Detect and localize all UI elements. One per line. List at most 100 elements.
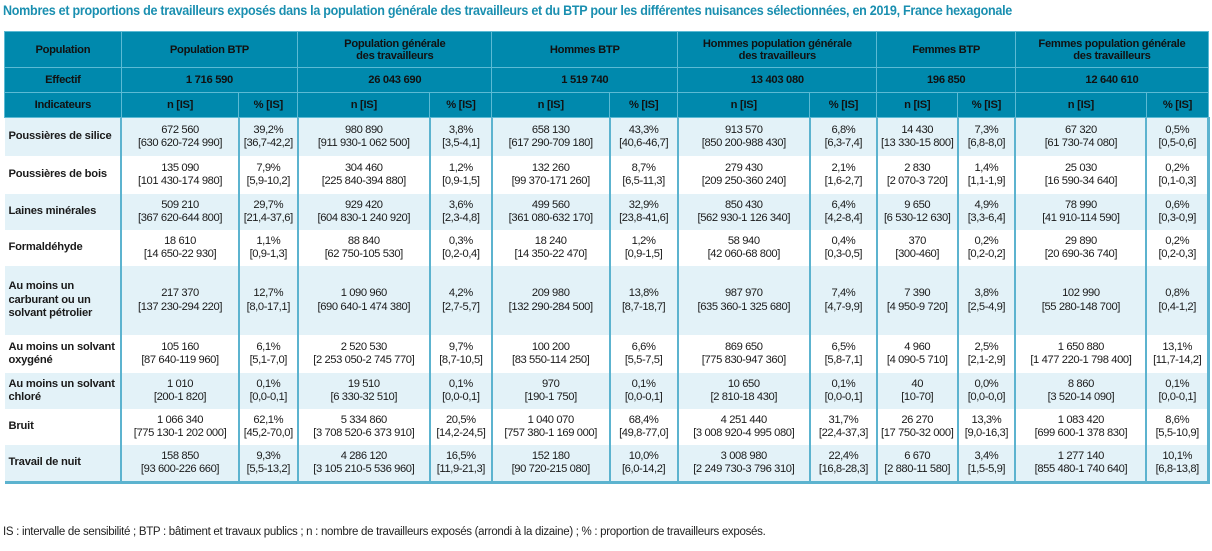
table-row: Au moins un carburant ou un solvant pétr… [4,266,1211,335]
cell-value: 509 210 [161,198,199,211]
table-row: Au moins un solvant oxygéné 105 160 [87 64… [4,335,1211,373]
cell-interval: [8,7-10,5] [439,354,483,366]
cell-value: 1 010 [167,377,194,390]
cell-value: 0,0% [974,377,999,390]
cell-interval: [6 530-12 630] [883,212,951,224]
cell-value: 13,8% [628,287,659,299]
cell-percent: 1,2% [0,9-1,5] [608,230,679,266]
cell-count: 6 670 [2 880-11 580] [875,445,959,484]
cell-percent: 6,6% [5,5-7,5] [608,335,679,373]
cell-interval: [2 253 050-2 745 770] [313,354,415,366]
cell-interval: [93 600-226 660] [140,463,220,475]
cell-value: 135 090 [161,161,199,174]
cell-value: 9,3% [256,449,281,462]
cell-value: 7,4% [831,287,856,299]
cell-percent: 10,1% [6,8-13,8] [1145,445,1211,484]
cell-interval: [690 640-1 474 380] [317,300,411,313]
col-pct: % [IS] [1145,92,1210,118]
cell-interval: [209 250-360 240] [701,175,786,187]
cell-value: 4,2% [448,287,473,299]
cell-interval: [42 060-68 800] [707,248,781,260]
cell-value: 4 960 [904,340,931,353]
cell-count: 9 650 [6 530-12 630] [875,194,959,230]
cell-count: 2 520 530 [2 253 050-2 745 770] [296,335,431,373]
cell-value: 40 [911,377,924,390]
cell-value: 14 430 [901,123,934,136]
cell-interval: [14 350-22 470] [514,248,588,260]
cell-percent: 0,0% [0,0-0,0] [956,373,1017,409]
cell-interval: [20 690-36 740] [1044,248,1118,260]
cell-value: 6,8% [831,123,856,136]
cell-value: 913 570 [724,123,763,136]
cell-interval: [0,2-0,4] [442,248,480,260]
cell-interval: [23,8-41,6] [619,212,669,224]
cell-value: 1,2% [631,234,656,247]
cell-interval: [6 330-32 510] [330,391,398,403]
cell-value: 9 650 [904,198,931,211]
cell-value: 0,5% [1165,123,1190,136]
cell-count: 4 286 120 [3 105 210-5 536 960] [296,445,431,484]
cell-count: 913 570 [850 200-988 430] [676,117,811,156]
cell-value: 672 560 [161,123,199,136]
cell-count: 279 430 [209 250-360 240] [676,156,811,194]
cell-value: 18 240 [534,234,567,247]
cell-interval: [16 590-34 640] [1044,175,1118,187]
cell-value: 58 940 [727,234,760,247]
cell-interval: [0,3-0,5] [824,248,863,260]
cell-value: 22,4% [828,449,859,462]
cell-percent: 0,1% [0,0-0,1] [1145,373,1211,409]
cell-value: 7,9% [256,161,281,174]
cell-percent: 12,7% [8,0-17,1] [237,266,299,335]
cell-interval: [617 290-709 180] [508,137,593,149]
cell-interval: [90 720-215 080] [511,463,591,475]
cell-interval: [699 600-1 378 830] [1034,427,1128,439]
cell-interval: [0,3-0,9] [1158,212,1197,224]
cell-value: 10,1% [1162,449,1193,462]
cell-interval: [0,2-0,2] [967,248,1006,260]
cell-interval: [1,6-2,7] [824,175,863,187]
cell-percent: 13,1% [11,7-14,2] [1145,335,1211,373]
cell-value: 102 990 [1062,287,1100,299]
table-row: Au moins un solvant chloré 1 010 [200-1 82… [4,373,1211,409]
cell-count: 217 370 [137 230-294 220] [120,266,240,335]
cell-interval: [4 090-5 710] [886,354,948,366]
cell-percent: 13,8% [8,7-18,7] [608,266,679,335]
cell-interval: [5,5-13,2] [246,463,291,475]
cell-interval: [630 620-724 990] [138,137,223,149]
cell-value: 0,2% [1165,234,1190,247]
cell-percent: 1,1% [0,9-1,3] [237,230,299,266]
cell-value: 19 510 [347,377,380,390]
cell-value: 31,7% [828,413,859,426]
cell-interval: [11,9-21,3] [436,463,486,475]
cell-value: 1,1% [256,234,281,247]
cell-percent: 4,9% [3,3-6,4] [956,194,1017,230]
cell-count: 5 334 860 [3 708 520-6 373 910] [296,409,431,445]
cell-percent: 8,6% [5,5-10,9] [1145,409,1211,445]
cell-interval: [55 280-148 700] [1041,300,1121,313]
cell-interval: [0,0-0,1] [624,391,663,403]
cell-count: 102 990 [55 280-148 700] [1014,266,1148,335]
cell-interval: [101 430-174 980] [138,175,223,187]
cell-percent: 2,5% [2,1-2,9] [956,335,1017,373]
cell-interval: [0,4-1,2] [1158,300,1197,313]
cell-percent: 1,2% [0,9-1,5] [428,156,493,194]
cell-interval: [3,5-4,1] [442,137,480,149]
group-header: Femmes population générale des travailleu… [1014,31,1210,68]
cell-interval: [225 840-394 880] [321,175,406,187]
group-header: Population BTP [120,31,299,68]
cell-percent: 0,1% [0,0-0,1] [428,373,493,409]
cell-interval: [0,2-0,3] [1158,248,1197,260]
effectif-value: 1 519 740 [491,67,679,93]
cell-interval: [0,9-1,3] [249,248,288,260]
cell-interval: [0,1-0,3] [1158,175,1197,187]
cell-value: 10,0% [628,449,659,462]
row-label: Au moins un carburant ou un solvant pétr… [4,266,123,335]
cell-value: 0,2% [1165,161,1190,174]
cell-count: 370 [300-460] [875,230,959,266]
cell-value: 6,1% [256,340,281,353]
cell-value: 3,8% [974,287,999,299]
cell-value: 1 090 960 [340,287,388,299]
cell-count: 970 [190-1 750] [490,373,611,409]
cell-interval: [361 080-632 170] [508,212,593,224]
cell-interval: [367 620-644 800] [138,212,223,224]
